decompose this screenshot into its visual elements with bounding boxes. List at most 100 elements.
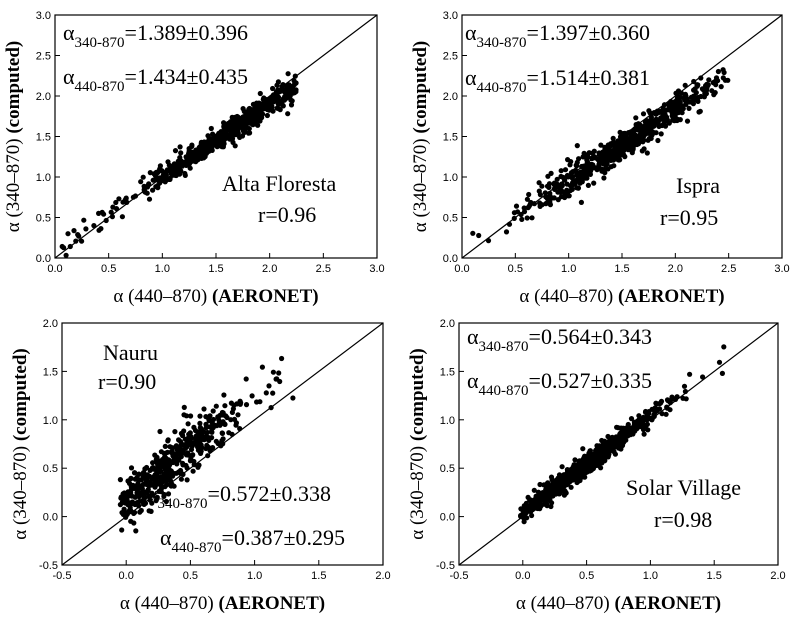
data-point [132, 501, 138, 508]
x-tick-label: -0.5 [53, 570, 72, 582]
data-point [511, 210, 517, 216]
correlation-label: r=0.98 [654, 507, 712, 532]
data-point [527, 497, 533, 503]
data-point [149, 465, 156, 471]
y-axis-label: α (340–870) (computed) [3, 41, 24, 233]
x-tick-label: 1.0 [155, 263, 170, 275]
data-point [703, 84, 709, 90]
data-point [587, 456, 593, 462]
data-point [643, 408, 649, 415]
data-point [655, 137, 661, 144]
data-point [657, 109, 663, 115]
data-point [526, 191, 532, 198]
correlation-label: r=0.96 [258, 202, 316, 227]
x-tick-label: 0.0 [515, 570, 530, 582]
site-label: Ispra [676, 173, 720, 198]
data-point [165, 491, 172, 497]
data-point [210, 425, 216, 431]
data-point [63, 252, 69, 258]
data-point [558, 168, 564, 174]
data-point [170, 459, 176, 466]
data-point [547, 194, 553, 200]
data-point [176, 444, 182, 450]
data-point [535, 489, 542, 495]
data-point [203, 445, 209, 452]
data-point [131, 485, 138, 491]
data-point [178, 439, 184, 445]
data-point [531, 487, 537, 493]
x-tick-label: 0.0 [119, 570, 134, 582]
data-point [671, 106, 677, 112]
data-point [199, 433, 205, 439]
data-point [142, 500, 149, 506]
data-point [201, 406, 207, 412]
x-axis-label: α (440–870) (AERONET) [120, 593, 325, 614]
data-point [118, 495, 124, 501]
data-point [172, 429, 178, 435]
data-point [257, 90, 263, 97]
data-point [183, 413, 190, 419]
plot-frame [61, 322, 384, 566]
data-point [536, 180, 542, 186]
data-point [208, 125, 214, 132]
data-point [188, 413, 194, 419]
y-tick-label: 0.0 [43, 512, 58, 524]
panel-top-left: 0.0 0.5 1.0 1.5 2.0 2.5 3.0 0.0 0.5 1.0 1.5 2.0 2.5 3… [3, 10, 385, 307]
data-point [666, 106, 672, 112]
y-axis-label: α (340–870) (computed) [407, 348, 428, 540]
data-point [270, 369, 276, 375]
x-tick-label: 3.0 [774, 263, 789, 275]
data-point [209, 145, 215, 151]
data-point [162, 176, 168, 182]
data-point [559, 183, 565, 189]
data-point [589, 155, 596, 161]
data-point [524, 196, 531, 202]
data-point [136, 494, 142, 500]
data-point [554, 176, 560, 182]
data-point [518, 211, 524, 218]
data-point [580, 446, 586, 452]
data-point [719, 370, 726, 376]
data-point [201, 144, 207, 150]
data-point [73, 238, 79, 244]
data-point [128, 490, 134, 496]
data-point [622, 130, 628, 136]
data-point [147, 170, 153, 176]
data-point [168, 449, 174, 455]
data-point [684, 118, 691, 124]
data-point [561, 487, 568, 493]
data-point [553, 480, 559, 486]
data-point [544, 503, 550, 509]
scatter-points [470, 67, 731, 244]
stat-annotation: α340-870=1.397±0.360 [465, 20, 650, 51]
data-point [665, 398, 671, 404]
data-point [640, 111, 647, 117]
data-point [195, 444, 201, 450]
data-point [593, 447, 599, 453]
data-point [628, 416, 635, 422]
data-point [583, 458, 589, 464]
data-point [673, 117, 680, 123]
data-point [568, 484, 574, 490]
data-point [595, 156, 601, 163]
data-point [170, 172, 176, 178]
data-point [279, 355, 285, 362]
x-tick-label: 2.0 [668, 263, 683, 275]
data-point [646, 124, 652, 130]
data-point [559, 464, 565, 470]
data-point [171, 470, 177, 477]
data-point [155, 183, 161, 189]
data-point [113, 199, 119, 206]
data-point [599, 437, 605, 444]
y-tick-label: 3.0 [443, 10, 458, 22]
data-point [692, 95, 699, 101]
data-point [523, 500, 530, 506]
y-tick-label: 1.0 [440, 415, 455, 427]
data-point [125, 493, 131, 500]
y-tick-label: 0.5 [43, 463, 58, 475]
data-point [116, 196, 122, 202]
data-point [265, 104, 271, 110]
data-point [195, 431, 201, 437]
data-point [280, 82, 286, 88]
data-point [222, 421, 228, 427]
